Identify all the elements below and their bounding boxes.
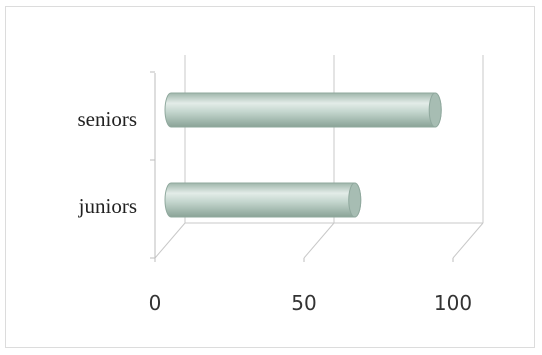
value-tick-label-50: 50 <box>291 291 316 315</box>
bar-cap-seniors <box>428 92 442 128</box>
bar-cap-juniors <box>348 182 362 218</box>
bar-seniors <box>164 92 442 128</box>
value-tick-label-100: 100 <box>434 291 472 315</box>
floor-gridline-50 <box>303 222 335 259</box>
chart-frame <box>5 6 535 348</box>
value-tick-label-0: 0 <box>149 291 162 315</box>
category-label-seniors: seniors <box>78 107 138 131</box>
bar-juniors <box>164 182 362 218</box>
gridlines <box>154 55 484 259</box>
bar-body-seniors <box>164 92 442 128</box>
floor-gridline-0 <box>154 222 186 259</box>
category-label-juniors: juniors <box>78 194 137 218</box>
labels: juniors seniors 0 50 100 <box>78 107 473 315</box>
floor-gridline-100 <box>452 222 484 259</box>
bar-body-juniors <box>164 182 362 218</box>
axes <box>150 71 454 262</box>
bars <box>164 92 442 218</box>
